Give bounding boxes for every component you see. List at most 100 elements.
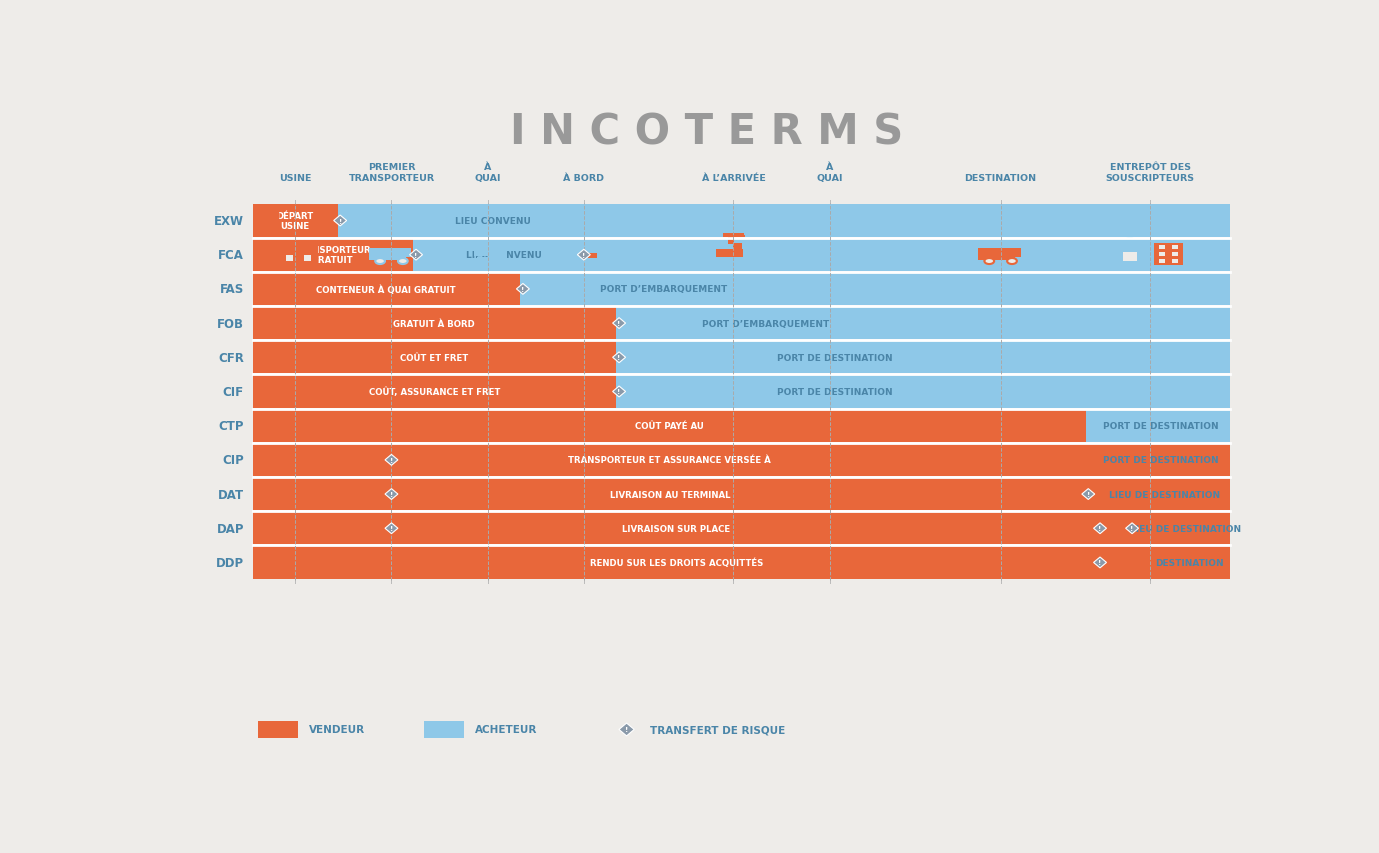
Bar: [570, 246, 594, 249]
Bar: [734, 244, 742, 251]
Bar: [252, 274, 520, 305]
Text: TRANSPORTEUR
GRATUIT: TRANSPORTEUR GRATUIT: [294, 246, 371, 264]
Bar: [279, 243, 287, 253]
Polygon shape: [385, 455, 399, 466]
Text: DÉPART
USINE: DÉPART USINE: [277, 212, 314, 230]
Text: DAT: DAT: [218, 488, 244, 501]
Text: LIVRAISON SUR PLACE: LIVRAISON SUR PLACE: [622, 524, 731, 533]
Bar: [252, 547, 1230, 579]
Bar: [589, 253, 597, 258]
Text: À L’ARRIVÉE: À L’ARRIVÉE: [702, 173, 765, 183]
Polygon shape: [517, 284, 530, 295]
Polygon shape: [266, 344, 279, 372]
Text: CIP: CIP: [222, 454, 244, 467]
Polygon shape: [385, 523, 399, 534]
Polygon shape: [1094, 557, 1106, 568]
Bar: [252, 376, 1230, 408]
Bar: [252, 513, 1230, 545]
Bar: [474, 247, 490, 257]
Text: TRANSFERT DE RISQUE: TRANSFERT DE RISQUE: [650, 724, 786, 734]
Text: !: !: [390, 525, 393, 531]
Bar: [1160, 252, 1165, 257]
Polygon shape: [334, 216, 346, 227]
Text: DESTINATION: DESTINATION: [1156, 559, 1225, 567]
Text: LIEU DE DESTINATION: LIEU DE DESTINATION: [1129, 524, 1241, 533]
Text: !: !: [1099, 560, 1102, 566]
Polygon shape: [1125, 523, 1139, 534]
Bar: [815, 246, 840, 249]
Text: !: !: [390, 457, 393, 463]
Bar: [1172, 252, 1178, 257]
Bar: [252, 479, 1230, 511]
Bar: [252, 444, 1230, 477]
Bar: [252, 547, 1230, 579]
Polygon shape: [266, 241, 279, 270]
Bar: [370, 249, 405, 260]
Bar: [477, 258, 499, 264]
Text: TRANSPORTEUR ET ASSURANCE VERSÉE À: TRANSPORTEUR ET ASSURANCE VERSÉE À: [568, 456, 771, 465]
Bar: [252, 342, 616, 374]
Bar: [1172, 259, 1178, 264]
Text: !: !: [338, 218, 342, 224]
Bar: [570, 247, 575, 268]
Text: CFR: CFR: [218, 351, 244, 364]
Bar: [252, 308, 1230, 339]
Polygon shape: [410, 250, 422, 261]
Circle shape: [375, 258, 385, 264]
Text: LIEU CONVENU: LIEU CONVENU: [455, 217, 531, 226]
Text: COÛT PAYÉ AU: COÛT PAYÉ AU: [634, 421, 703, 431]
Polygon shape: [266, 412, 279, 440]
Bar: [285, 255, 292, 262]
Text: FAS: FAS: [219, 283, 244, 296]
Polygon shape: [266, 548, 279, 577]
Bar: [294, 243, 302, 253]
Text: PORT DE DESTINATION: PORT DE DESTINATION: [778, 353, 892, 363]
Text: À
QUAI: À QUAI: [816, 163, 843, 183]
Bar: [1154, 244, 1183, 265]
Bar: [1172, 246, 1178, 250]
Polygon shape: [619, 723, 634, 736]
Bar: [816, 247, 821, 268]
Text: PREMIER
TRANSPORTEUR: PREMIER TRANSPORTEUR: [349, 163, 434, 183]
Polygon shape: [1113, 237, 1147, 246]
Polygon shape: [1094, 523, 1106, 534]
Text: VENDEUR: VENDEUR: [309, 724, 365, 734]
Text: PORT DE DESTINATION: PORT DE DESTINATION: [1103, 421, 1219, 431]
Bar: [273, 247, 317, 265]
Bar: [403, 249, 411, 258]
Text: PORT DE DESTINATION: PORT DE DESTINATION: [778, 387, 892, 397]
Text: EXW: EXW: [214, 215, 244, 228]
Text: !: !: [415, 252, 418, 258]
Text: !: !: [521, 287, 524, 293]
Bar: [252, 240, 412, 271]
Circle shape: [399, 258, 408, 264]
Polygon shape: [385, 489, 399, 500]
Text: !: !: [618, 389, 621, 395]
Polygon shape: [266, 310, 279, 338]
Text: DESTINATION: DESTINATION: [964, 173, 1037, 183]
Text: ACHETEUR: ACHETEUR: [474, 724, 538, 734]
Bar: [252, 410, 1230, 442]
Text: CONTENEUR À QUAI GRATUIT: CONTENEUR À QUAI GRATUIT: [316, 285, 456, 294]
Polygon shape: [266, 276, 279, 304]
Text: RENDU SUR LES DROITS ACQUITTÉS: RENDU SUR LES DROITS ACQUITTÉS: [590, 558, 763, 567]
Polygon shape: [266, 480, 279, 509]
Text: FCA: FCA: [218, 249, 244, 262]
Polygon shape: [612, 318, 626, 329]
Text: !: !: [1099, 525, 1102, 531]
Text: GRATUIT À BORD: GRATUIT À BORD: [393, 319, 476, 328]
Bar: [1114, 246, 1145, 264]
Text: !: !: [618, 321, 621, 327]
Bar: [252, 376, 616, 408]
Bar: [252, 206, 1230, 237]
Text: COÛT, ASSURANCE ET FRET: COÛT, ASSURANCE ET FRET: [368, 387, 501, 397]
Polygon shape: [266, 514, 279, 543]
Text: LIEU DE DESTINATION: LIEU DE DESTINATION: [1109, 490, 1219, 499]
Text: !: !: [582, 252, 586, 258]
Text: DAP: DAP: [217, 522, 244, 535]
Bar: [252, 479, 1230, 511]
Polygon shape: [266, 378, 279, 406]
Polygon shape: [266, 207, 279, 235]
Bar: [724, 235, 743, 238]
Polygon shape: [709, 258, 758, 265]
